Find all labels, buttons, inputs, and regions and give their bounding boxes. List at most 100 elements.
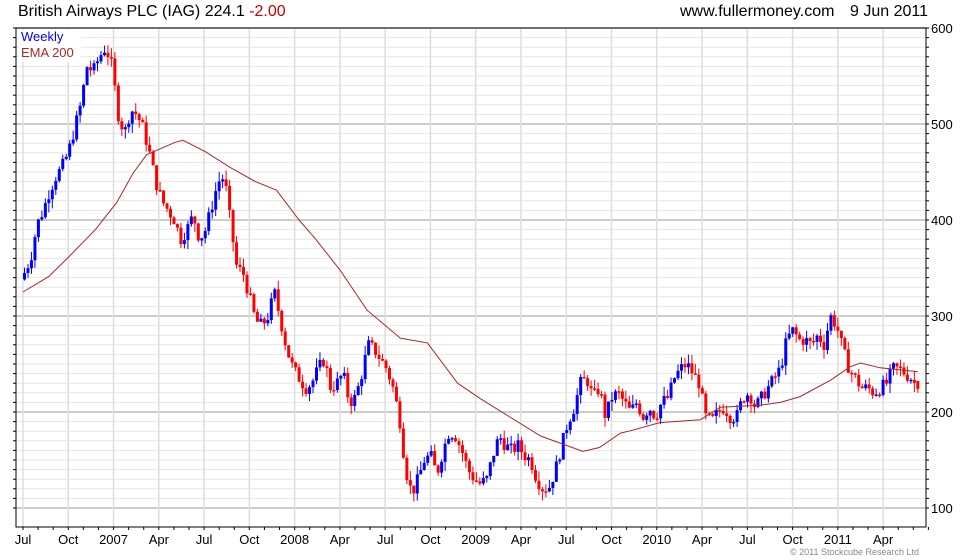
candle-body	[155, 165, 159, 190]
candle-body	[82, 85, 86, 106]
candle-body	[109, 57, 113, 59]
candle-body	[898, 366, 902, 368]
x-tick-label: Apr	[692, 532, 713, 547]
candle-body	[513, 443, 517, 452]
candle-body	[704, 393, 708, 414]
candle-body	[725, 413, 729, 416]
candle-body	[850, 372, 854, 375]
candle-body	[436, 465, 440, 473]
candle-body	[864, 384, 868, 389]
title-text: British Airways PLC (IAG) 224.1	[18, 3, 245, 20]
candle-body	[426, 455, 430, 463]
candle-body	[280, 310, 284, 332]
site-link[interactable]: www.fullermoney.com	[679, 3, 834, 20]
candle-body	[169, 208, 173, 218]
x-tick-label: 2008	[280, 532, 309, 547]
candle-body	[245, 274, 249, 294]
candle-body	[332, 390, 336, 392]
candle-body	[308, 387, 312, 394]
candle-body	[916, 380, 920, 389]
candle-body	[593, 388, 597, 390]
candle-body	[443, 443, 447, 462]
candle-body	[527, 457, 531, 461]
candle-body	[509, 443, 513, 446]
candle-body	[252, 294, 256, 312]
candle-body	[770, 376, 774, 387]
candle-body	[262, 318, 266, 324]
candle-body	[659, 404, 663, 419]
x-tick-label: Jul	[377, 532, 394, 547]
candle-body	[474, 480, 478, 482]
candle-body	[130, 111, 134, 124]
candle-body	[464, 453, 468, 461]
candle-body	[579, 377, 583, 396]
candle-body	[200, 238, 204, 241]
candle-body	[843, 338, 847, 350]
candle-body	[301, 381, 305, 389]
legend-ema: EMA 200	[21, 45, 74, 60]
candle-body	[502, 438, 506, 451]
candle-body	[488, 462, 492, 477]
candle-body	[777, 367, 781, 377]
candle-body	[721, 411, 725, 414]
candle-body	[693, 373, 697, 375]
candle-body	[700, 388, 704, 394]
candle-body	[798, 334, 802, 340]
candle-body	[533, 470, 537, 481]
candles	[23, 45, 920, 502]
candle-body	[586, 378, 590, 387]
candle-body	[679, 364, 683, 371]
candle-body	[71, 139, 75, 144]
candle-body	[412, 485, 416, 494]
candle-body	[165, 203, 169, 209]
candle-body	[360, 379, 364, 387]
candle-body	[440, 461, 444, 473]
x-tick-label: Oct	[601, 532, 622, 547]
candle-body	[457, 441, 461, 446]
candle-body	[158, 189, 162, 192]
candle-body	[892, 363, 896, 369]
candle-body	[805, 338, 809, 345]
copyright: © 2011 Stockcube Research Ltd	[790, 547, 919, 557]
chart-title: British Airways PLC (IAG) 224.1 -2.00	[18, 3, 286, 20]
x-tick-label: 2010	[642, 532, 671, 547]
candle-body	[808, 338, 812, 342]
candle-body	[179, 227, 183, 245]
candle-body	[652, 410, 656, 419]
candle-body	[666, 395, 670, 398]
candle-body	[669, 382, 673, 398]
candle-body	[568, 421, 572, 431]
candle-body	[683, 364, 687, 368]
candle-body	[342, 372, 346, 376]
candle-body	[596, 388, 600, 395]
candle-body	[248, 293, 252, 295]
candle-body	[547, 487, 551, 492]
candle-body	[127, 123, 131, 128]
x-tick-label: Jul	[196, 532, 213, 547]
candle-body	[662, 395, 666, 405]
candle-body	[450, 438, 454, 440]
x-tick-label: Jul	[739, 532, 756, 547]
candle-body	[363, 354, 367, 380]
candle-body	[297, 367, 301, 382]
candle-body	[888, 368, 892, 384]
candle-body	[499, 438, 503, 440]
candle-body	[276, 289, 280, 311]
candle-body	[231, 209, 235, 243]
candle-body	[381, 358, 385, 361]
x-tick-label: Oct	[420, 532, 441, 547]
x-tick-label: Oct	[58, 532, 79, 547]
y-tick-label: 400	[931, 213, 953, 228]
candle-body	[391, 379, 395, 387]
candle-body	[325, 366, 329, 368]
candle-body	[447, 438, 451, 444]
candle-body	[113, 58, 117, 86]
candle-body	[401, 428, 405, 458]
candle-body	[784, 338, 788, 366]
candle-body	[582, 377, 586, 379]
candle-body	[75, 115, 79, 140]
candle-body	[641, 414, 645, 420]
candle-body	[575, 395, 579, 414]
candle-body	[523, 452, 527, 461]
